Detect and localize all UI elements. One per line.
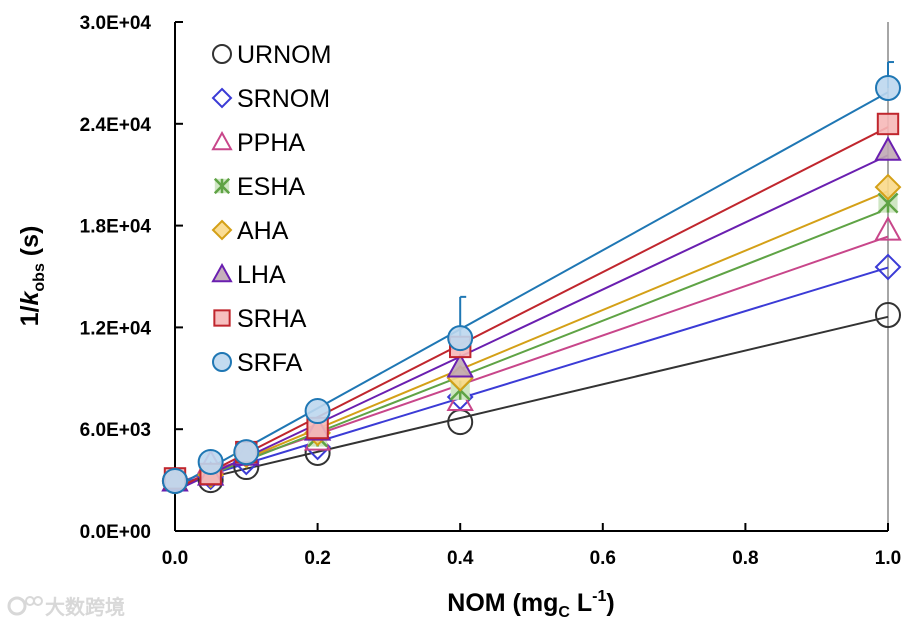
fit-lines (174, 91, 889, 492)
y-tick-label: 1.8E+04 (80, 217, 152, 238)
legend-label-esha: ESHA (237, 173, 305, 201)
x-tick-label: 1.0 (875, 548, 901, 569)
data-point-srfa (162, 467, 188, 494)
x-tick-label: 0.2 (304, 548, 330, 569)
data-points (161, 75, 902, 495)
legend-marker-srha (213, 309, 231, 327)
fit-line-urnom (174, 315, 889, 487)
data-point-urnom (447, 409, 474, 436)
x-axis-label: NOM (mgC L-1) (447, 588, 614, 621)
data-point-srfa (447, 325, 474, 352)
legend-label-ppha: PPHA (237, 129, 305, 157)
legend-marker-srnom (211, 87, 233, 109)
data-point-ppha (874, 215, 902, 241)
fit-line-srha (174, 126, 889, 491)
x-tick-label: 0.8 (732, 548, 758, 569)
data-point-srfa (197, 448, 224, 475)
data-point-srfa (304, 398, 331, 425)
y-tick-label: 6.0E+03 (80, 420, 151, 441)
legend-marker-lha (211, 262, 233, 283)
data-point-lha (446, 352, 474, 378)
fit-line-lha (174, 154, 889, 492)
legend-label-srha: SRHA (237, 305, 307, 333)
legend-marker-aha (211, 219, 233, 241)
data-point-lha (874, 136, 902, 161)
y-tick-label: 1.2E+04 (80, 318, 152, 339)
data-point-urnom (875, 302, 901, 329)
legend-label-srnom: SRNOM (237, 85, 330, 113)
axes: 0.0E+00 6.0E+03 1.2E+04 1.8E+04 2.4E+04 3.0E+… (80, 13, 902, 569)
y-tick-label: 2.4E+04 (80, 115, 152, 136)
data-point-srfa (875, 75, 901, 102)
legend-label-srfa: SRFA (237, 349, 303, 377)
y-axis-label: 1/kobs (s) (16, 226, 48, 327)
legend-label-aha: AHA (237, 217, 289, 245)
y-tick-label: 0.0E+00 (80, 522, 151, 543)
legend-marker-urnom (212, 44, 232, 64)
legend-marker-ppha (211, 130, 233, 151)
x-tick-label: 0.4 (447, 548, 474, 569)
legend-label-urnom: URNOM (237, 41, 331, 69)
watermark: 大数跨境 (7, 595, 125, 619)
fit-line-srnom (174, 266, 889, 487)
data-point-aha (874, 173, 902, 201)
legend-marker-srfa (212, 352, 232, 372)
x-tick-label: 0.6 (590, 548, 616, 569)
data-point-srfa (233, 439, 260, 466)
fit-line-aha (174, 190, 889, 490)
data-point-esha (877, 192, 899, 214)
svg-text:大数跨境: 大数跨境 (45, 595, 125, 619)
legend-label-lha: LHA (237, 261, 286, 289)
y-tick-label: 3.0E+04 (80, 13, 152, 34)
data-point-srnom (874, 253, 902, 281)
legend: URNOM SRNOM PPHA ESHA AHA LHA SRHA SRFA (211, 41, 331, 377)
fit-line-srfa (174, 91, 889, 489)
data-point-srha (876, 112, 900, 136)
fit-line-esha (174, 207, 889, 490)
legend-marker-esha (213, 177, 231, 195)
error-bars (459, 61, 894, 339)
x-tick-label: 0.0 (162, 548, 188, 569)
